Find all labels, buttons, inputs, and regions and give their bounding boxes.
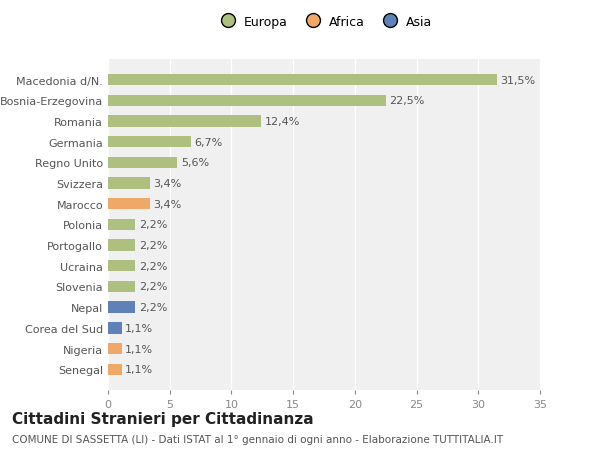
Bar: [108, 323, 122, 334]
Text: 12,4%: 12,4%: [265, 117, 300, 127]
Bar: [108, 302, 135, 313]
Text: 3,4%: 3,4%: [154, 179, 182, 189]
Bar: [108, 75, 497, 86]
Text: 1,1%: 1,1%: [125, 323, 154, 333]
Text: Cittadini Stranieri per Cittadinanza: Cittadini Stranieri per Cittadinanza: [12, 411, 314, 426]
Text: 2,2%: 2,2%: [139, 282, 167, 292]
Text: 2,2%: 2,2%: [139, 241, 167, 251]
Bar: [108, 343, 122, 354]
Legend: Europa, Africa, Asia: Europa, Africa, Asia: [211, 11, 437, 34]
Text: 1,1%: 1,1%: [125, 364, 154, 375]
Text: 31,5%: 31,5%: [500, 75, 536, 85]
Bar: [108, 178, 150, 189]
Text: 2,2%: 2,2%: [139, 261, 167, 271]
Bar: [108, 364, 122, 375]
Bar: [108, 240, 135, 251]
Text: COMUNE DI SASSETTA (LI) - Dati ISTAT al 1° gennaio di ogni anno - Elaborazione T: COMUNE DI SASSETTA (LI) - Dati ISTAT al …: [12, 434, 503, 444]
Text: 3,4%: 3,4%: [154, 199, 182, 209]
Bar: [108, 116, 261, 127]
Text: 22,5%: 22,5%: [389, 96, 425, 106]
Text: 2,2%: 2,2%: [139, 220, 167, 230]
Text: 2,2%: 2,2%: [139, 302, 167, 313]
Bar: [108, 261, 135, 272]
Bar: [108, 137, 191, 148]
Bar: [108, 95, 386, 106]
Bar: [108, 281, 135, 292]
Text: 5,6%: 5,6%: [181, 158, 209, 168]
Text: 1,1%: 1,1%: [125, 344, 154, 354]
Text: 6,7%: 6,7%: [194, 137, 223, 147]
Bar: [108, 157, 177, 168]
Bar: [108, 219, 135, 230]
Bar: [108, 199, 150, 210]
